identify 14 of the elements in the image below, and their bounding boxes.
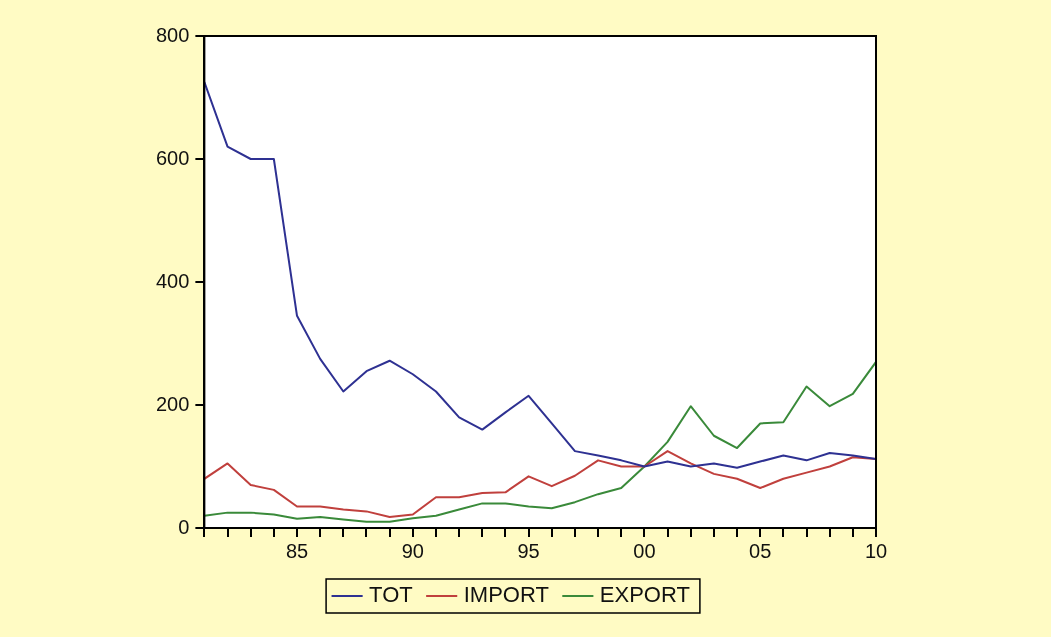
y-tick-label: 200	[155, 392, 190, 415]
y-tick-label: 600	[155, 146, 190, 169]
y-tick-label: 0	[178, 515, 190, 538]
x-tick-label: 05	[749, 539, 772, 562]
x-tick-label: 10	[864, 539, 888, 562]
legend-label: TOT	[369, 582, 413, 608]
x-tick-label: 85	[285, 539, 309, 562]
legend-label: EXPORT	[599, 582, 690, 608]
y-tick-label: 400	[155, 269, 190, 292]
x-tick-label: 00	[633, 539, 656, 562]
x-tick-label: 90	[401, 539, 424, 562]
y-tick-label: 800	[155, 23, 190, 46]
legend-label: IMPORT	[463, 582, 549, 608]
x-tick-label: 95	[517, 539, 540, 562]
